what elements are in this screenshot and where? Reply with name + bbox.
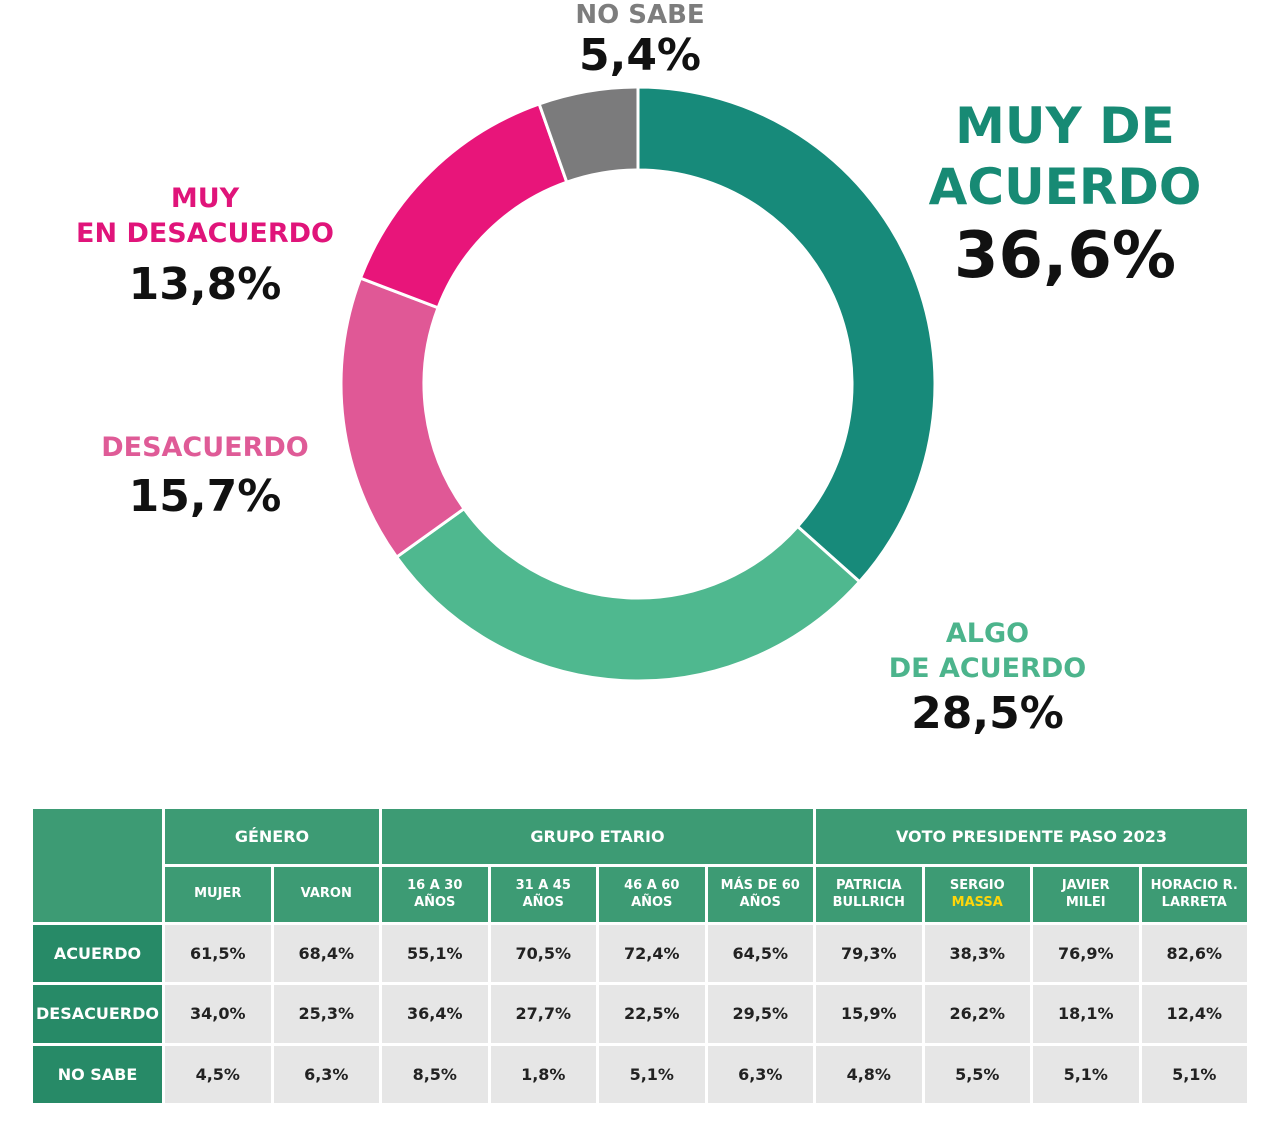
- table-cell: 79,3%: [813, 921, 925, 986]
- breakdown-table: GÉNERO GRUPO ETARIO VOTO PRESIDENTE PASO…: [30, 806, 1250, 1107]
- label-algo-de-acuerdo-value: 28,5%: [911, 688, 1064, 740]
- column-header-line: 16 A 30: [407, 877, 463, 893]
- column-header-line-highlight: MASSA: [951, 894, 1003, 910]
- donut-slice-algo-de-acuerdo: [394, 506, 862, 683]
- table-cell: 25,3%: [270, 982, 382, 1046]
- label-muy-de-acuerdo-name2: ACUERDO: [928, 158, 1202, 216]
- column-header-milei: JAVIER MILEI: [1030, 864, 1142, 925]
- label-no-sabe: NO SABE 5,4%: [540, 2, 740, 78]
- table-cell: 12,4%: [1138, 982, 1250, 1046]
- donut-slice-desacuerdo: [339, 276, 467, 560]
- label-muy-en-desacuerdo: MUY EN DESACUERDO 13,8%: [50, 182, 360, 307]
- column-header-16-30: 16 A 30 AÑOS: [379, 864, 491, 925]
- donut-slice-muy-de-acuerdo: [636, 85, 937, 584]
- column-header-line: PATRICIA: [835, 877, 902, 893]
- donut-chart: [339, 85, 937, 683]
- label-algo-de-acuerdo-name1: ALGO: [945, 618, 1030, 649]
- label-muy-de-acuerdo-name1: MUY DE: [955, 97, 1175, 155]
- column-header-46-60: 46 A 60 AÑOS: [596, 864, 708, 925]
- table-cell: 5,5%: [921, 1042, 1033, 1107]
- label-no-sabe-name: NO SABE: [575, 0, 705, 30]
- column-header-larreta: HORACIO R. LARRETA: [1138, 864, 1250, 925]
- row-header: NO SABE: [30, 1042, 165, 1107]
- column-header-line: SERGIO: [949, 877, 1005, 893]
- donut-slice-no-sabe: [537, 85, 640, 185]
- column-header-varon: VARON: [270, 864, 382, 925]
- column-header-massa: SERGIO MASSA: [921, 864, 1033, 925]
- table-cell: 1,8%: [487, 1042, 599, 1107]
- row-header: DESACUERDO: [30, 982, 165, 1046]
- table-cell: 5,1%: [596, 1042, 708, 1107]
- column-header-mas-60: MÁS DE 60 AÑOS: [704, 864, 816, 925]
- table-cell: 61,5%: [162, 921, 274, 986]
- table-cell: 34,0%: [162, 982, 274, 1046]
- column-header-line: LARRETA: [1161, 894, 1227, 910]
- table-corner: [30, 806, 165, 925]
- column-header-line: 46 A 60: [624, 877, 680, 893]
- row-header: ACUERDO: [30, 921, 165, 986]
- table-row-desacuerdo: DESACUERDO 34,0% 25,3% 36,4% 27,7% 22,5%…: [30, 982, 1250, 1046]
- label-muy-de-acuerdo-value: 36,6%: [953, 219, 1177, 293]
- column-header-bullrich: PATRICIA BULLRICH: [813, 864, 925, 925]
- group-header-genero: GÉNERO: [162, 806, 382, 867]
- group-header-voto-presidente: VOTO PRESIDENTE PASO 2023: [813, 806, 1250, 867]
- table-cell: 8,5%: [379, 1042, 491, 1107]
- table-cell: 27,7%: [487, 982, 599, 1046]
- column-header-line: MUJER: [194, 886, 242, 902]
- label-muy-en-desacuerdo-name2: EN DESACUERDO: [76, 217, 334, 249]
- column-header-line: AÑOS: [739, 894, 781, 910]
- column-header-line: AÑOS: [522, 894, 564, 910]
- column-header-line: MILEI: [1065, 894, 1106, 910]
- table-cell: 82,6%: [1138, 921, 1250, 986]
- column-header-mujer: MUJER: [162, 864, 274, 925]
- table-cell: 5,1%: [1030, 1042, 1142, 1107]
- table-cell: 6,3%: [270, 1042, 382, 1107]
- table-cell: 4,5%: [162, 1042, 274, 1107]
- column-header-line: AÑOS: [631, 894, 673, 910]
- label-muy-de-acuerdo: MUY DE ACUERDO 36,6%: [900, 96, 1230, 288]
- column-header-line: MÁS DE 60: [720, 877, 800, 893]
- table-cell: 36,4%: [379, 982, 491, 1046]
- donut-slice-muy-en-desacuerdo: [358, 102, 569, 310]
- column-header-31-45: 31 A 45 AÑOS: [487, 864, 599, 925]
- label-muy-en-desacuerdo-name1: MUY: [170, 183, 240, 214]
- label-desacuerdo-name: DESACUERDO: [101, 432, 309, 463]
- column-header-line: AÑOS: [414, 894, 456, 910]
- table-cell: 68,4%: [270, 921, 382, 986]
- column-header-line: BULLRICH: [832, 894, 905, 910]
- table-cell: 18,1%: [1030, 982, 1142, 1046]
- label-algo-de-acuerdo-name2: DE ACUERDO: [888, 652, 1087, 684]
- column-header-line: HORACIO R.: [1150, 877, 1238, 893]
- label-desacuerdo: DESACUERDO 15,7%: [80, 434, 330, 519]
- label-desacuerdo-value: 15,7%: [128, 471, 282, 522]
- table-row-acuerdo: ACUERDO 61,5% 68,4% 55,1% 70,5% 72,4% 64…: [30, 921, 1250, 986]
- table-cell: 22,5%: [596, 982, 708, 1046]
- table-row-no-sabe: NO SABE 4,5% 6,3% 8,5% 1,8% 5,1% 6,3% 4,…: [30, 1042, 1250, 1107]
- table-cell: 5,1%: [1138, 1042, 1250, 1107]
- table-cell: 6,3%: [704, 1042, 816, 1107]
- table-cell: 64,5%: [704, 921, 816, 986]
- column-header-line: 31 A 45: [515, 877, 571, 893]
- group-header-grupo-etario: GRUPO ETARIO: [379, 806, 816, 867]
- table-cell: 70,5%: [487, 921, 599, 986]
- label-algo-de-acuerdo: ALGO DE ACUERDO 28,5%: [860, 617, 1115, 736]
- label-no-sabe-value: 5,4%: [578, 30, 702, 81]
- table-cell: 26,2%: [921, 982, 1033, 1046]
- table-cell: 15,9%: [813, 982, 925, 1046]
- table-cell: 29,5%: [704, 982, 816, 1046]
- table-cell: 55,1%: [379, 921, 491, 986]
- column-header-line: JAVIER: [1061, 877, 1110, 893]
- table-cell: 4,8%: [813, 1042, 925, 1107]
- table-cell: 76,9%: [1030, 921, 1142, 986]
- table-cell: 38,3%: [921, 921, 1033, 986]
- column-header-line: VARON: [300, 886, 352, 902]
- table-cell: 72,4%: [596, 921, 708, 986]
- label-muy-en-desacuerdo-value: 13,8%: [128, 259, 282, 311]
